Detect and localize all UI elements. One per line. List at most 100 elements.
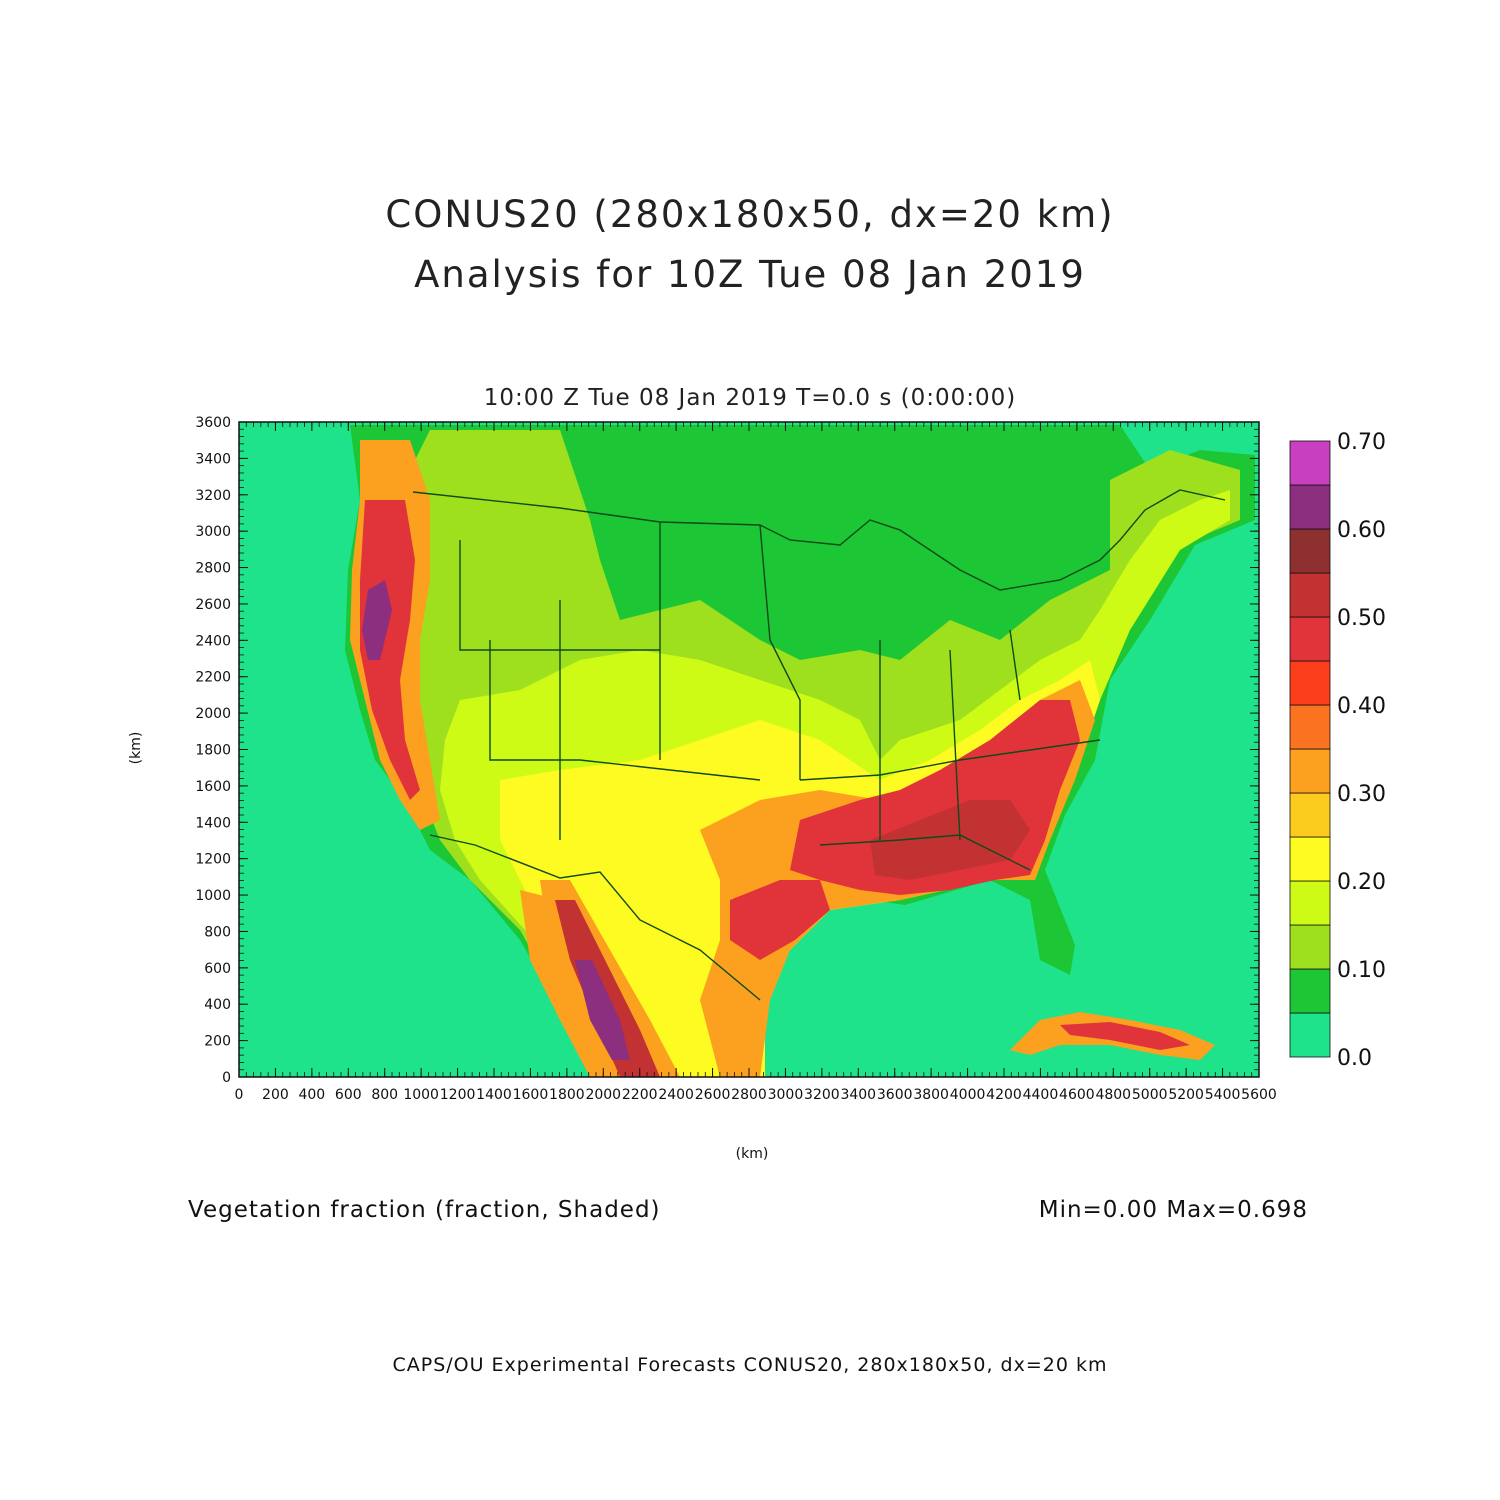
colorbar-label: 0.30 [1337, 782, 1386, 807]
y-tick-label: 1800 [195, 743, 231, 759]
y-tick-label: 2000 [195, 706, 231, 722]
y-axis-label: (km) [128, 732, 144, 765]
x-tick-label: 3600 [877, 1087, 913, 1103]
x-axis-label: (km) [736, 1146, 769, 1162]
colorbar-swatch [1289, 968, 1331, 1014]
x-tick-labels: 0 200 400 600 800 1000 1200 1400 1600 1800 2000 220… [235, 1087, 1277, 1103]
deep-red-southeast [870, 800, 1030, 880]
colorbar-label: 0.20 [1337, 870, 1386, 895]
colorbar-label: 0.60 [1337, 518, 1386, 543]
x-tick-label: 1200 [440, 1087, 476, 1103]
colorbar-swatch [1289, 572, 1331, 618]
y-tick-label: 3200 [195, 488, 231, 504]
x-tick-label: 5000 [1132, 1087, 1168, 1103]
colorbar-swatch [1289, 792, 1331, 838]
state-line-1 [459, 540, 660, 651]
y-tick-label: 2600 [195, 597, 231, 613]
colorbar-label: 0.70 [1337, 430, 1386, 455]
y-tick-label: 1200 [195, 852, 231, 868]
colorbar-swatch [1289, 484, 1331, 530]
colorbar-label: 0.0 [1337, 1046, 1372, 1071]
x-tick-label: 1600 [513, 1087, 549, 1103]
x-tick-label: 2400 [658, 1087, 694, 1103]
y-tick-label: 2400 [195, 633, 231, 649]
vegetation-field [239, 422, 1259, 1077]
x-tick-label: 1000 [403, 1087, 439, 1103]
y-tick-label: 200 [204, 1034, 231, 1050]
x-tick-label: 5200 [1168, 1087, 1204, 1103]
x-tick-label: 2200 [622, 1087, 658, 1103]
field-description: Vegetation fraction (fraction, Shaded) [188, 1197, 661, 1223]
x-tick-label: 4200 [986, 1087, 1022, 1103]
state-line-10 [1009, 629, 1021, 701]
y-tick-labels: 0 200 400 600 800 1000 1200 1400 1600 1800 2000 220… [195, 415, 231, 1086]
x-tick-label: 3800 [913, 1087, 949, 1103]
x-tick-label: 5400 [1205, 1087, 1241, 1103]
colorbar-swatch [1289, 528, 1331, 574]
y-tick-label: 0 [222, 1070, 231, 1086]
colorbar-swatch [1289, 1012, 1331, 1058]
us-canada-border [412, 489, 1226, 591]
y-tick-label: 3400 [195, 451, 231, 467]
sierra-madre-purple [575, 960, 630, 1060]
map-boundaries [412, 489, 1226, 1001]
colorbar [1289, 440, 1331, 1058]
colorbar-swatch [1289, 616, 1331, 662]
colorbar-swatch [1289, 924, 1331, 970]
x-tick-label: 4000 [950, 1087, 986, 1103]
y-tick-label: 400 [204, 997, 231, 1013]
x-tick-label: 3000 [768, 1087, 804, 1103]
x-tick-label: 3200 [804, 1087, 840, 1103]
min-max-readout: Min=0.00 Max=0.698 [1038, 1197, 1308, 1223]
state-line-6 [799, 739, 1101, 781]
y-tick-label: 800 [204, 924, 231, 940]
y-tick-label: 1000 [195, 888, 231, 904]
colorbar-swatch [1289, 748, 1331, 794]
x-tick-label: 200 [262, 1087, 289, 1103]
west-coast-purple [362, 580, 392, 660]
x-tick-label: 600 [335, 1087, 362, 1103]
x-tick-label: 800 [371, 1087, 398, 1103]
x-tick-label: 0 [235, 1087, 244, 1103]
y-tick-label: 3000 [195, 524, 231, 540]
colorbar-swatch [1289, 880, 1331, 926]
valid-time-label: 10:00 Z Tue 08 Jan 2019 T=0.0 s (0:00:00… [483, 385, 1017, 411]
x-tick-label: 4800 [1095, 1087, 1131, 1103]
colorbar-label: 0.40 [1337, 694, 1386, 719]
y-tick-label: 1600 [195, 779, 231, 795]
state-line-5 [759, 524, 801, 780]
y-tick-label: 3600 [195, 415, 231, 431]
state-line-7 [819, 834, 1031, 871]
colorbar-swatch [1289, 836, 1331, 882]
red-texas [730, 880, 830, 960]
y-tick-label: 2800 [195, 561, 231, 577]
y-tick-label: 600 [204, 961, 231, 977]
state-line-9 [949, 649, 961, 841]
x-tick-label: 4600 [1059, 1087, 1095, 1103]
x-tick-label: 3400 [840, 1087, 876, 1103]
footer-credit: CAPS/OU Experimental Forecasts CONUS20, … [392, 1354, 1108, 1376]
us-mexico-border [429, 834, 761, 1001]
west-coast-red [360, 500, 420, 800]
colorbar-swatch [1289, 660, 1331, 706]
x-tick-label: 4400 [1023, 1087, 1059, 1103]
plot-title: CONUS20 (280x180x50, dx=20 km) [385, 193, 1115, 236]
plot-subtitle: Analysis for 10Z Tue 08 Jan 2019 [414, 253, 1086, 296]
x-tick-label: 2000 [585, 1087, 621, 1103]
x-tick-label: 2600 [695, 1087, 731, 1103]
cuba-red [1060, 1022, 1190, 1050]
y-tick-label: 2200 [195, 670, 231, 686]
x-tick-label: 1400 [476, 1087, 512, 1103]
state-line-2 [489, 640, 761, 781]
y-tick-label: 1400 [195, 815, 231, 831]
tick-marks [238, 421, 1260, 1078]
x-tick-label: 2800 [731, 1087, 767, 1103]
colorbar-swatch [1289, 704, 1331, 750]
colorbar-swatch [1289, 440, 1331, 486]
x-tick-label: 400 [298, 1087, 325, 1103]
x-tick-label: 1800 [549, 1087, 585, 1103]
colorbar-label: 0.50 [1337, 606, 1386, 631]
colorbar-labels: 0.0 0.10 0.20 0.30 0.40 0.50 0.60 0.70 [1337, 430, 1386, 1071]
sierra-madre-red [555, 900, 660, 1077]
